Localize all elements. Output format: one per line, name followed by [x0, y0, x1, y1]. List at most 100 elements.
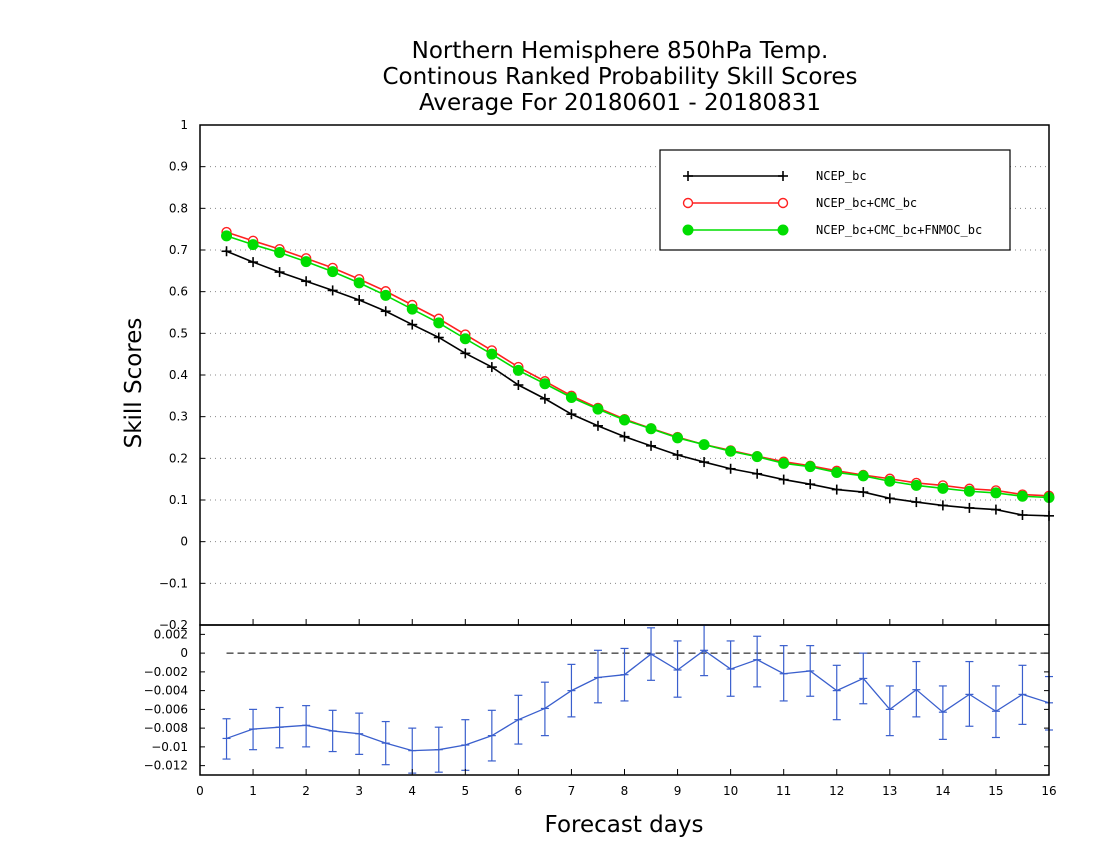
diff-y-tick-label-2: −0.002 — [144, 665, 188, 679]
x-tick-label-13: 13 — [882, 784, 897, 798]
point-0-21 — [778, 474, 789, 485]
point-0-14 — [592, 420, 603, 431]
x-tick-label-15: 15 — [988, 784, 1003, 798]
x-ticks: 0 1 2 3 4 5 6 7 8 9 10 11 12 13 14 15 16 — [196, 619, 1057, 798]
top-panel: −0.2 −0.1 0 0.1 0.2 0.3 0.4 0.5 0.6 0.7 0.8 0.9 1 — [159, 118, 1055, 632]
point-2-4 — [327, 266, 339, 278]
point-0-13 — [566, 409, 577, 420]
point-0-30 — [1017, 510, 1028, 520]
point-2-24 — [857, 470, 869, 482]
x-tick-label-16: 16 — [1041, 784, 1056, 798]
x-tick-label-5: 5 — [461, 784, 469, 798]
error-bar-22 — [806, 645, 815, 697]
error-bar-23 — [832, 664, 841, 721]
point-0-0 — [221, 246, 232, 257]
point-2-13 — [565, 392, 577, 403]
x-tick-label-11: 11 — [776, 784, 791, 798]
chart-title-line-1: Northern Hemisphere 850hPa Temp. — [412, 38, 829, 64]
point-0-3 — [301, 276, 312, 287]
legend-box — [659, 149, 1011, 251]
point-2-5 — [353, 277, 365, 289]
point-0-2 — [274, 267, 285, 278]
x-tick-label-8: 8 — [621, 784, 629, 798]
error-bar-26 — [912, 660, 921, 718]
point-2-9 — [459, 333, 471, 345]
legend: NCEP_bc NCEP_bc+CMC_bc NCEP_bc+CMC_bc+FNMO… — [659, 149, 1011, 251]
point-0-26 — [911, 497, 922, 508]
y-tick-label-2: 0 — [180, 535, 188, 549]
point-0-23 — [831, 484, 842, 495]
diff-y-tick-label-0: 0.002 — [154, 627, 188, 641]
point-2-6 — [380, 289, 392, 301]
y-tick-label-1: −0.1 — [159, 576, 188, 590]
point-0-10 — [486, 362, 497, 373]
error-bar-0 — [222, 718, 231, 760]
error-bar-12 — [540, 681, 549, 737]
point-0-29 — [990, 504, 1001, 515]
series-0 — [221, 246, 1054, 521]
legend-item-2: NCEP_bc+CMC_bc+FNMOC_bc — [682, 223, 982, 237]
error-bar-24 — [859, 652, 868, 705]
point-0-17 — [672, 450, 683, 460]
error-bar-20 — [753, 635, 762, 688]
point-2-3 — [300, 256, 312, 268]
diff-series-0 — [222, 624, 1053, 774]
diff-y-tick-label-1: 0 — [180, 646, 188, 660]
point-0-27 — [937, 500, 948, 511]
diff-series-line — [226, 649, 1050, 752]
point-0-6 — [380, 306, 391, 317]
error-bar-21 — [779, 645, 788, 702]
error-bar-4 — [328, 709, 337, 753]
y-tick-label-8: 0.6 — [169, 285, 188, 299]
point-2-10 — [486, 348, 498, 360]
point-2-19 — [725, 445, 737, 457]
error-bar-30 — [1018, 664, 1027, 725]
point-0-16 — [646, 440, 657, 451]
x-tick-label-2: 2 — [302, 784, 310, 798]
point-0-1 — [248, 257, 259, 268]
series-line-1 — [226, 231, 1050, 497]
point-0-11 — [513, 380, 524, 390]
x-tick-label-6: 6 — [515, 784, 523, 798]
difference-panel: 0.002 0 −0.002 −0.004 −0.006 −0.008 −0.01 −0.01… — [144, 619, 1057, 798]
point-0-5 — [354, 295, 365, 305]
error-bar-8 — [434, 726, 443, 773]
diff-y-tick-label-5: −0.008 — [144, 721, 188, 735]
y-tick-label-6: 0.4 — [169, 368, 188, 382]
point-2-14 — [592, 403, 604, 415]
x-tick-label-0: 0 — [196, 784, 204, 798]
error-bar-16 — [647, 627, 656, 681]
error-bar-28 — [965, 660, 974, 727]
y-tick-label-3: 0.1 — [169, 493, 188, 507]
point-0-28 — [964, 502, 975, 513]
y-tick-label-7: 0.5 — [169, 326, 188, 340]
point-2-12 — [539, 378, 551, 390]
point-2-22 — [804, 461, 816, 473]
x-tick-label-7: 7 — [568, 784, 576, 798]
error-bar-6 — [381, 720, 390, 766]
diff-y-tick-label-4: −0.006 — [144, 702, 188, 716]
error-bar-11 — [514, 694, 523, 745]
x-tick-label-9: 9 — [674, 784, 682, 798]
error-bar-15 — [620, 647, 629, 702]
point-2-20 — [751, 451, 763, 463]
chart-title-line-2: Continous Ranked Probability Skill Score… — [382, 64, 857, 90]
y-tick-label-5: 0.3 — [169, 410, 188, 424]
point-2-30 — [1016, 490, 1028, 502]
point-0-18 — [699, 457, 710, 468]
point-2-16 — [645, 423, 657, 435]
legend-item-1: NCEP_bc+CMC_bc — [682, 196, 917, 210]
x-tick-label-3: 3 — [355, 784, 363, 798]
error-bar-14 — [593, 649, 602, 704]
point-2-15 — [619, 414, 630, 426]
point-0-25 — [884, 493, 895, 504]
error-bar-29 — [991, 685, 1000, 739]
chart-title: Northern Hemisphere 850hPa Temp. Contino… — [382, 38, 857, 116]
y-tick-label-0: −0.2 — [159, 618, 188, 632]
point-2-28 — [963, 485, 975, 497]
error-bar-27 — [938, 685, 947, 740]
point-0-24 — [858, 487, 869, 498]
y-tick-label-10: 0.8 — [169, 201, 188, 215]
